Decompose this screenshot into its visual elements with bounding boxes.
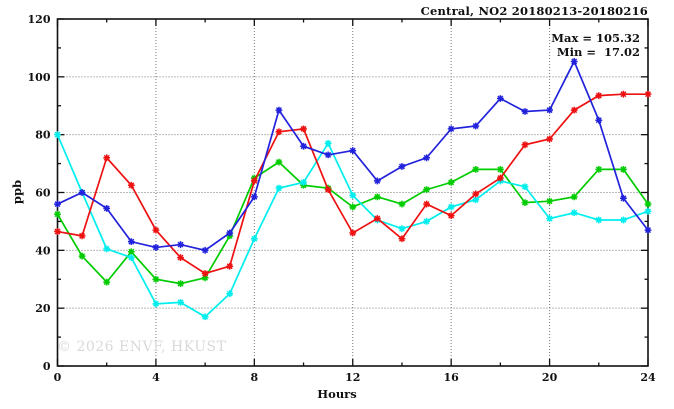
x-axis-label: Hours [317, 387, 357, 401]
series-blue-line [54, 58, 652, 254]
y-tick-label: 80 [35, 129, 51, 142]
min-label: Min = 17.02 [556, 45, 640, 59]
x-tick-label: 16 [444, 371, 460, 384]
gridlines [57, 19, 648, 366]
max-label: Max = 105.32 [551, 31, 640, 45]
y-tick-label: 120 [28, 13, 51, 26]
series-red-line [54, 90, 652, 277]
series-cyan-line-markers [54, 131, 652, 321]
tick-labels: 0 20 40 60 80 100 120 0 4 8 12 16 20 24 [28, 13, 656, 384]
y-tick-label: 20 [35, 302, 51, 315]
y-axis-label: ppb [10, 179, 24, 205]
y-tick-label: 0 [43, 360, 51, 373]
y-tick-label: 40 [35, 244, 51, 257]
series-red-line-markers [54, 90, 652, 277]
axis-ticks [56, 18, 649, 367]
series-cyan-line [54, 131, 652, 321]
x-tick-label: 24 [640, 371, 656, 384]
x-tick-label: 4 [152, 371, 160, 384]
watermark: © 2026 ENVF, HKUST [57, 339, 227, 355]
x-tick-label: 8 [251, 371, 259, 384]
y-tick-label: 60 [35, 187, 51, 200]
maxmin-box: Max = 105.32 Min = 17.02 [551, 31, 640, 59]
y-tick-label: 100 [28, 71, 51, 84]
chart-title: Central, NO2 20180213-20180216 [420, 4, 648, 18]
x-tick-label: 0 [54, 371, 62, 384]
x-tick-label: 20 [542, 371, 558, 384]
series-blue-line-markers [54, 58, 652, 254]
x-tick-label: 12 [345, 371, 360, 384]
series-green-line [54, 158, 652, 287]
series-green-line-markers [54, 158, 652, 287]
